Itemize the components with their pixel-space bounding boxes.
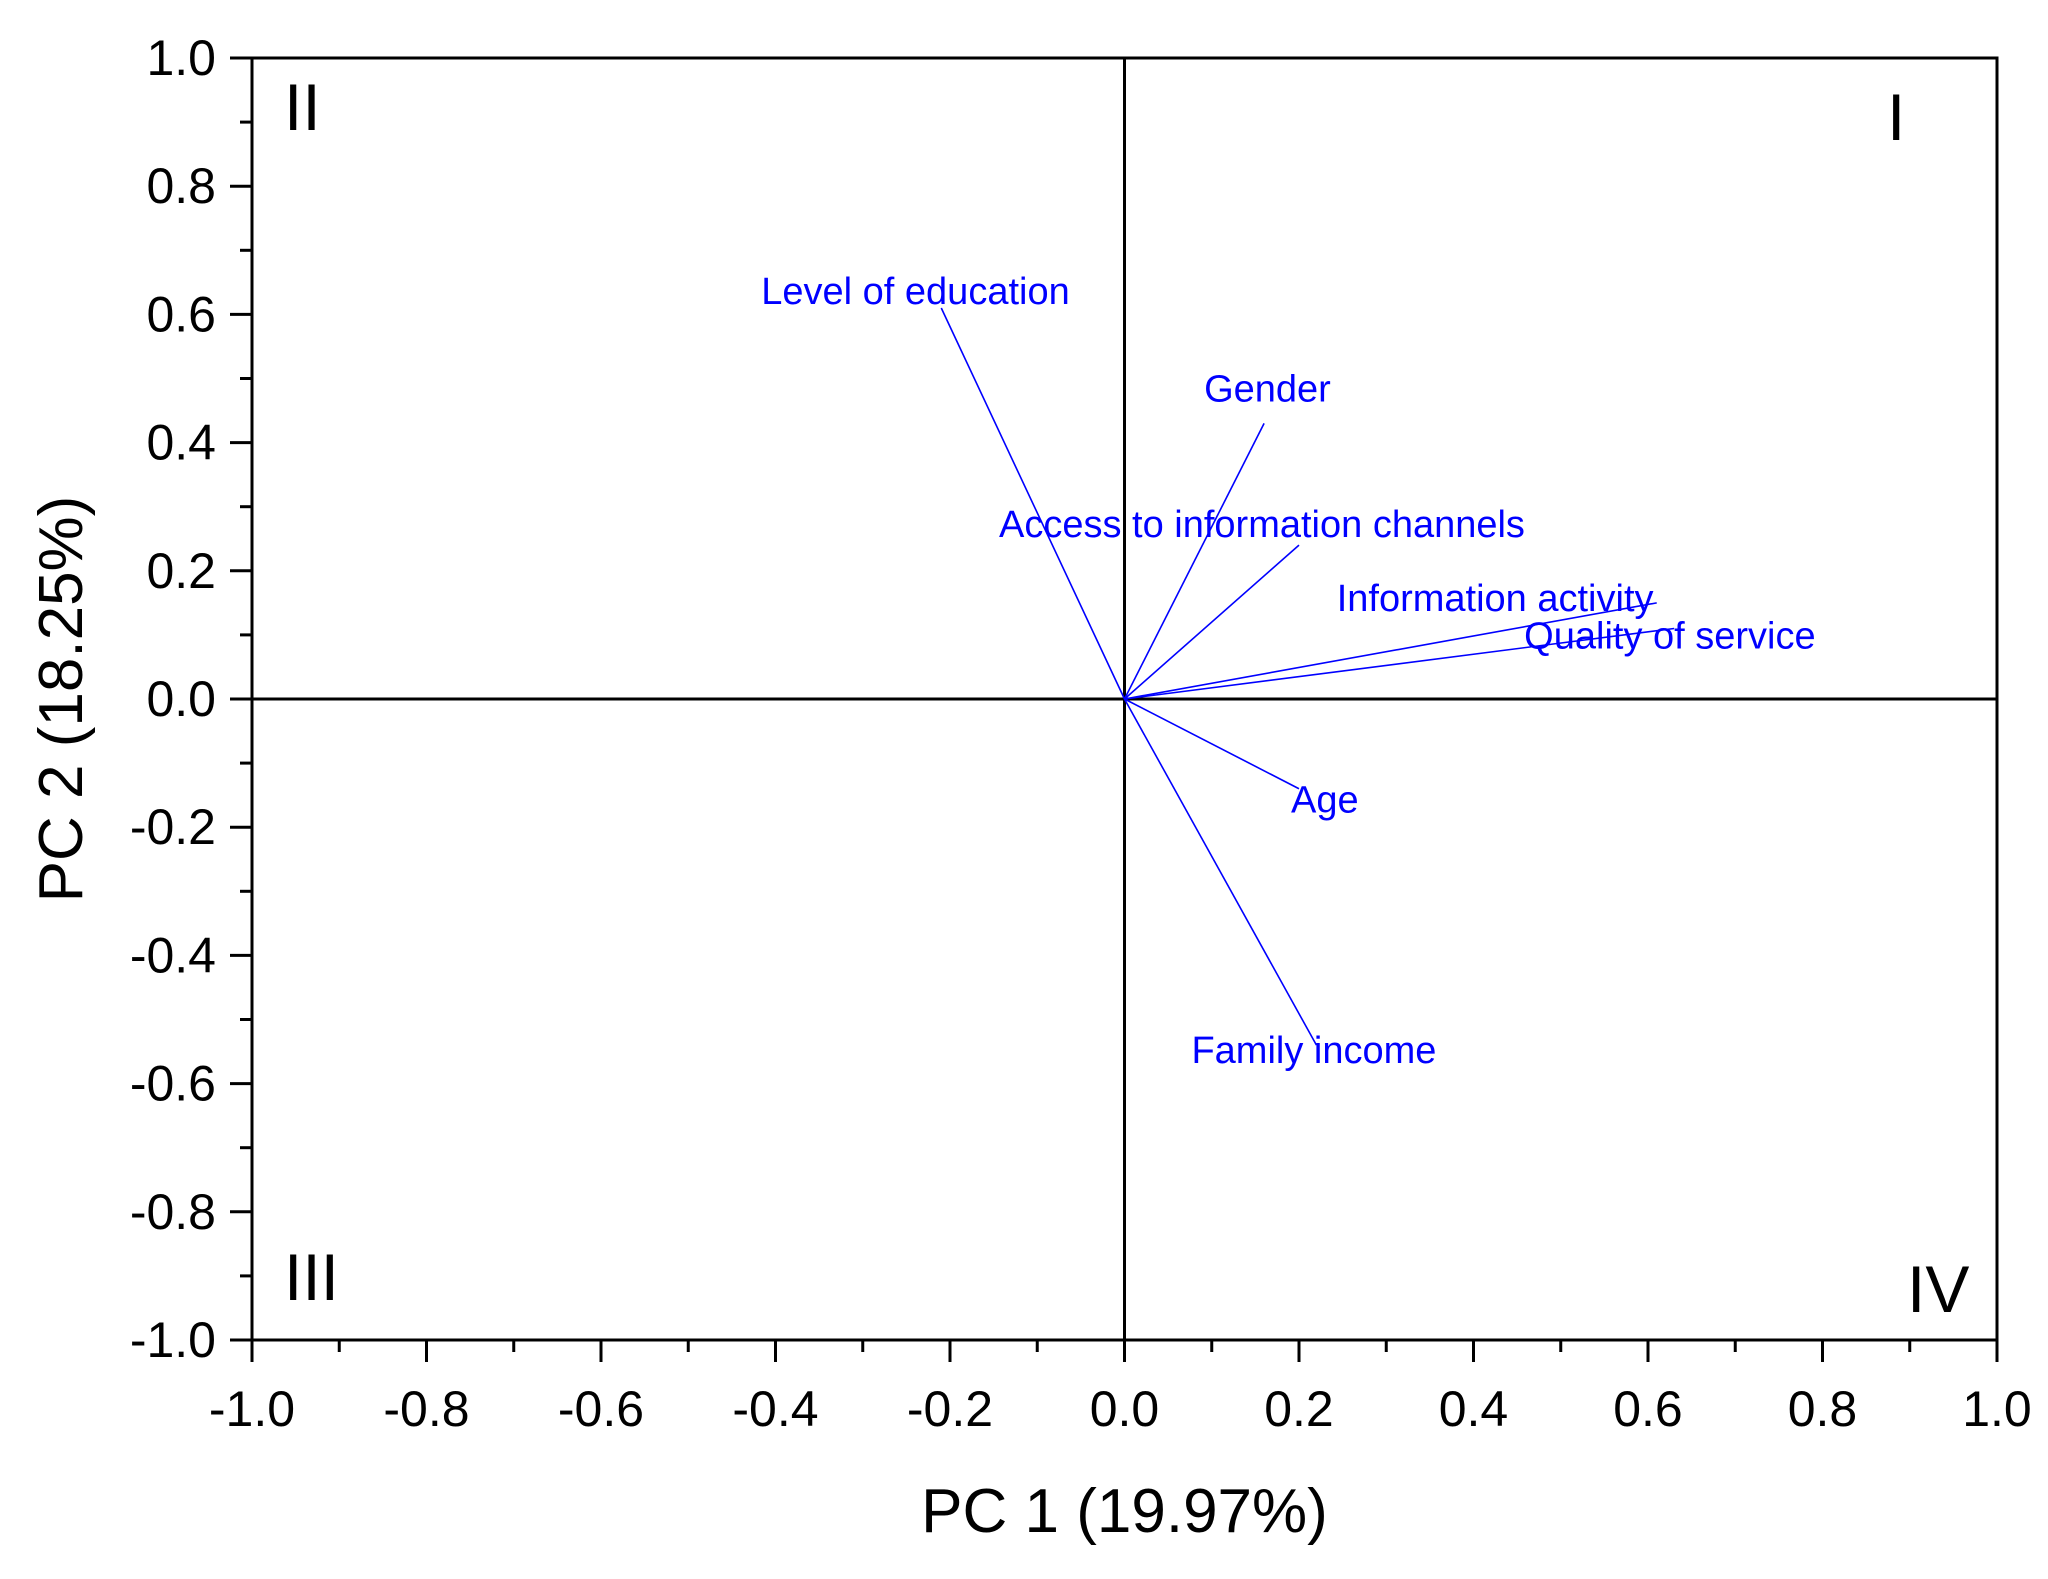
x-tick-label: 1.0 [1962,1381,2032,1437]
quadrant-labels: I II III IV [284,70,1969,1326]
loading-label: Family income [1191,1030,1436,1072]
loading-label: Quality of service [1524,615,1815,657]
quadrant-label-ii: II [284,70,321,144]
loading-label: Access to information channels [999,504,1525,546]
x-tick-label: 0.8 [1788,1381,1858,1437]
loading-vector [1123,698,1318,1046]
loading-vector [1124,602,1657,700]
y-tick-label: -0.8 [130,1184,216,1240]
loading-vectors [940,307,1675,1046]
x-tick-label: 0.4 [1439,1381,1509,1437]
y-tick-label: 0.2 [146,543,216,599]
loading-label: Information activity [1337,578,1654,620]
x-tick-label: 0.2 [1264,1381,1334,1437]
quadrant-label-iv: IV [1907,1252,1969,1326]
loading-label: Age [1291,780,1359,822]
y-tick-label: 1.0 [146,30,216,86]
y-tick-label: -0.6 [130,1056,216,1112]
x-tick-label: -0.4 [732,1381,818,1437]
axis-ticks [230,56,1999,1362]
y-tick-label: -1.0 [130,1312,216,1368]
quadrant-label-i: I [1887,80,1905,154]
y-tick-label: 0.4 [146,415,216,471]
y-tick-label: 0.0 [146,671,216,727]
plot-frame [250,56,1999,1342]
loading-label: Gender [1204,368,1331,410]
x-tick-label: 0.0 [1090,1381,1160,1437]
y-tick-label: 0.6 [146,286,216,342]
x-tick-label: -1.0 [209,1381,295,1437]
loading-vector [940,307,1126,700]
loading-vector [1123,423,1265,700]
loading-label: Level of education [761,271,1069,313]
y-tick-label: -0.4 [130,927,216,983]
x-tick-label: -0.6 [558,1381,644,1437]
x-tick-label: -0.8 [383,1381,469,1437]
y-axis-title: PC 2 (18.25%) [27,496,96,903]
loading-vector [1124,698,1300,790]
loading-vector [1123,544,1300,700]
loading-labels: Level of education Gender Access to inform… [761,271,1815,1072]
loading-vector [1124,627,1675,700]
x-tick-label: 0.6 [1613,1381,1683,1437]
y-tick-label: 0.8 [146,158,216,214]
axis-tick-labels: -1.0 -0.8 -0.6 -0.4 -0.2 0.0 0.2 0.4 0.6 0.8 1.0 1.… [130,30,2032,1437]
x-tick-label: -0.2 [907,1381,993,1437]
x-axis-title: PC 1 (19.97%) [921,1477,1328,1546]
y-tick-label: -0.2 [130,799,216,855]
quadrant-label-iii: III [284,1240,339,1314]
